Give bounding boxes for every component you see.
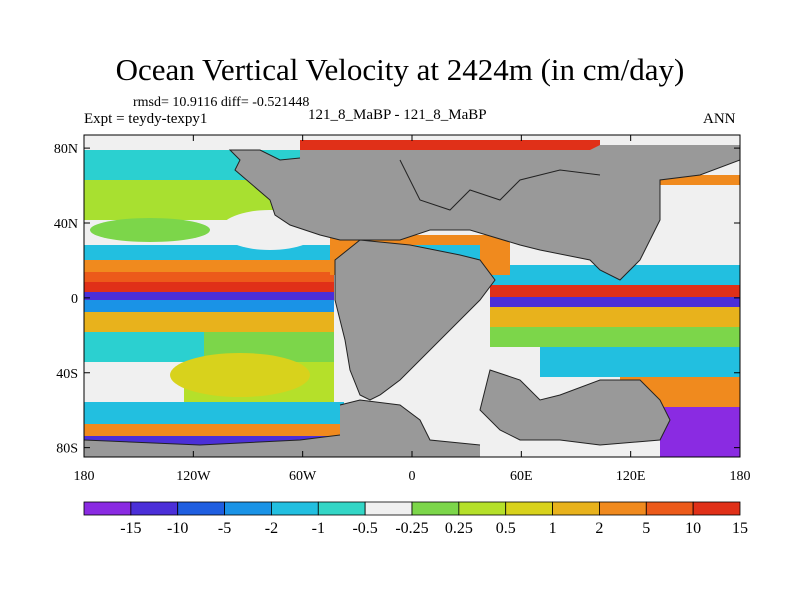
x-tick-label: 180 <box>730 469 751 484</box>
field-band <box>490 327 740 347</box>
colorbar-label: 10 <box>685 520 701 537</box>
x-tick-label: 60E <box>510 469 533 484</box>
field-band <box>84 332 204 362</box>
y-tick-label: 40S <box>56 367 78 382</box>
colorbar-swatch <box>130 501 179 516</box>
field-band <box>84 312 334 332</box>
colorbar-swatch <box>364 501 413 516</box>
x-axis: 180 120W 60W 0 60E 120E 180 <box>74 135 751 484</box>
x-tick-label: 60W <box>289 469 317 484</box>
y-tick-label: 0 <box>71 292 78 307</box>
field-band <box>84 282 334 292</box>
field-patch <box>170 353 310 397</box>
colorbar-label: -1 <box>312 520 325 537</box>
case-label: 121_8_MaBP - 121_8_MaBP <box>308 107 487 123</box>
field-band <box>84 424 344 436</box>
field-band <box>490 285 740 297</box>
colorbar-swatch <box>224 501 272 516</box>
colorbar-label: -0.25 <box>395 520 428 537</box>
colorbar-swatch <box>692 501 741 516</box>
colorbar-swatch <box>271 501 319 516</box>
map-field <box>84 135 740 457</box>
land-mass <box>84 435 340 457</box>
colorbar-swatch <box>83 501 132 516</box>
colorbar-label: 0.5 <box>496 520 516 537</box>
colorbar-swatch <box>645 501 694 516</box>
field-band <box>84 272 334 282</box>
land-mass <box>340 400 480 457</box>
colorbar-swatch <box>317 501 366 516</box>
colorbar-label: -0.5 <box>352 520 377 537</box>
field-patch <box>90 218 210 242</box>
field-band <box>84 245 344 260</box>
coastlines <box>84 149 740 446</box>
experiment-label: Expt = teydy-texpy1 <box>84 111 208 127</box>
stats-label: rmsd= 10.9116 diff= -0.521448 <box>133 95 310 110</box>
colorbar-label: 2 <box>595 520 603 537</box>
colorbar-label: 5 <box>642 520 650 537</box>
colorbar-swatch <box>552 501 600 516</box>
field-band <box>540 347 740 377</box>
field-band <box>650 180 740 260</box>
plot-title: Ocean Vertical Velocity at 2424m (in cm/… <box>115 52 685 87</box>
colorbar-label: -10 <box>167 520 188 537</box>
colorbar-label: 1 <box>549 520 557 537</box>
y-axis: 80N 40N 0 40S 80S <box>54 142 740 457</box>
colorbar-label: -5 <box>218 520 231 537</box>
field-band <box>490 297 740 307</box>
land-mass <box>335 240 495 400</box>
colorbar-swatch <box>177 501 225 516</box>
land-mass <box>480 370 670 445</box>
colorbar-label: 15 <box>732 520 748 537</box>
field-band <box>660 407 740 457</box>
colorbar-label: -15 <box>120 520 141 537</box>
x-tick-label: 180 <box>74 469 95 484</box>
colorbar: -15 -10 -5 -2 -1 -0.5 -0.25 0.25 0.5 1 2 5 10 15 <box>83 501 748 537</box>
colorbar-swatch <box>599 501 647 516</box>
y-tick-label: 80S <box>56 442 78 457</box>
field-band <box>84 402 344 424</box>
x-tick-label: 0 <box>409 469 416 484</box>
colorbar-label: 0.25 <box>445 520 473 537</box>
colorbar-swatch <box>505 501 553 516</box>
field-band <box>84 300 334 312</box>
field-band <box>84 260 334 272</box>
colorbar-swatch <box>411 501 460 516</box>
land-mass <box>84 135 740 280</box>
colorbar-swatch <box>458 501 507 516</box>
x-tick-label: 120W <box>176 469 211 484</box>
x-tick-label: 120E <box>616 469 646 484</box>
y-tick-label: 80N <box>54 142 78 157</box>
field-band <box>84 292 334 300</box>
field-band <box>84 362 184 402</box>
field-band <box>490 307 740 327</box>
y-tick-label: 40N <box>54 217 78 232</box>
field-band <box>655 175 740 185</box>
season-label: ANN <box>703 111 736 127</box>
colorbar-label: -2 <box>265 520 278 537</box>
